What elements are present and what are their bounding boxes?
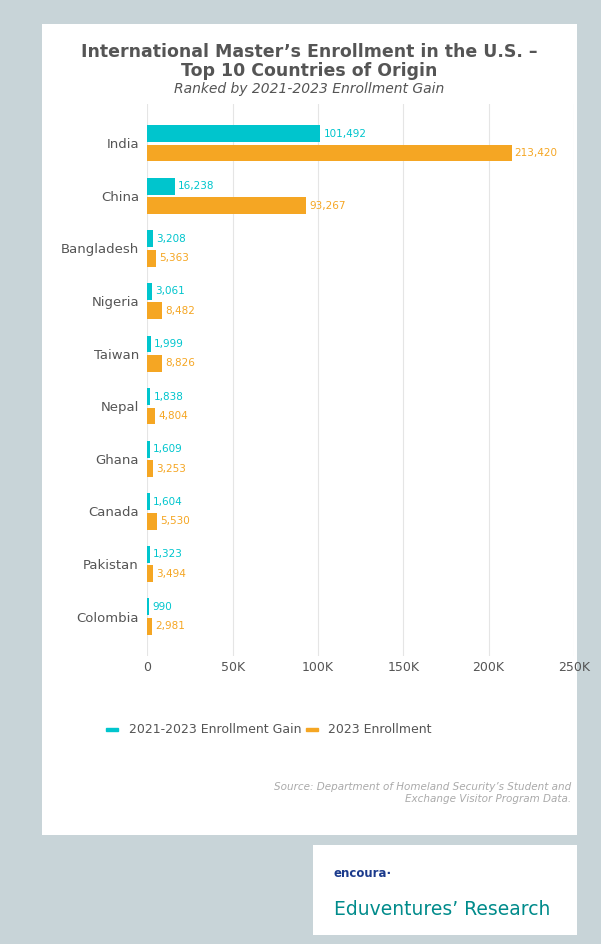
Text: 5,363: 5,363 <box>159 253 189 263</box>
Text: 8,826: 8,826 <box>165 359 195 368</box>
Bar <box>147 177 175 194</box>
Bar <box>147 250 156 266</box>
Bar <box>147 302 162 319</box>
Text: Source: Department of Homeland Security’s Student and
Exchange Visitor Program D: Source: Department of Homeland Security’… <box>273 783 571 803</box>
Bar <box>147 546 150 563</box>
Text: Top 10 Countries of Origin: Top 10 Countries of Origin <box>182 61 438 80</box>
Text: 1,604: 1,604 <box>153 497 183 507</box>
Text: 1,323: 1,323 <box>153 549 183 559</box>
Text: encoura·: encoura· <box>334 868 392 880</box>
Text: 990: 990 <box>152 602 172 612</box>
Bar <box>147 126 320 142</box>
Text: 8,482: 8,482 <box>165 306 195 316</box>
FancyBboxPatch shape <box>305 729 317 731</box>
Text: 3,494: 3,494 <box>156 569 186 579</box>
Bar <box>147 355 162 372</box>
Text: 5,530: 5,530 <box>160 516 189 526</box>
Text: 1,999: 1,999 <box>154 339 183 349</box>
FancyBboxPatch shape <box>106 729 118 731</box>
Text: 2,981: 2,981 <box>156 621 185 632</box>
Bar <box>147 441 150 458</box>
Bar <box>147 144 511 161</box>
Text: 2021-2023 Enrollment Gain: 2021-2023 Enrollment Gain <box>129 723 302 736</box>
Text: Ranked by 2021-2023 Enrollment Gain: Ranked by 2021-2023 Enrollment Gain <box>174 82 445 95</box>
Text: 3,061: 3,061 <box>156 286 185 296</box>
Text: Eduventures’ Research: Eduventures’ Research <box>334 900 550 919</box>
Text: 1,838: 1,838 <box>153 392 183 401</box>
Bar <box>147 197 307 214</box>
Text: 213,420: 213,420 <box>514 148 558 158</box>
Text: 101,492: 101,492 <box>323 128 367 139</box>
Bar <box>147 283 153 300</box>
Bar <box>147 565 153 582</box>
Text: 4,804: 4,804 <box>159 411 188 421</box>
Bar <box>147 598 149 615</box>
Bar <box>147 460 153 477</box>
Text: 93,267: 93,267 <box>310 201 346 211</box>
Bar <box>147 388 150 405</box>
Bar <box>147 335 151 352</box>
Bar <box>147 618 152 634</box>
Bar <box>147 408 156 425</box>
Bar <box>147 230 153 247</box>
Text: 3,253: 3,253 <box>156 464 186 474</box>
Text: 2023 Enrollment: 2023 Enrollment <box>328 723 432 736</box>
Bar <box>147 494 150 510</box>
Text: 1,609: 1,609 <box>153 444 183 454</box>
Text: 16,238: 16,238 <box>178 181 215 191</box>
Text: International Master’s Enrollment in the U.S. –: International Master’s Enrollment in the… <box>81 42 538 61</box>
Text: 3,208: 3,208 <box>156 234 186 244</box>
Bar <box>147 513 157 530</box>
